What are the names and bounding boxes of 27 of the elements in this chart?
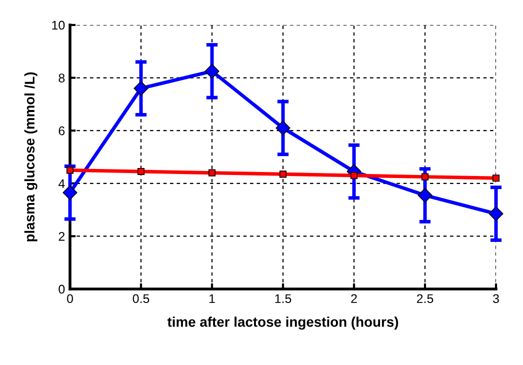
x-tick-label: 1.5: [275, 294, 292, 304]
point: [204, 64, 220, 78]
y-tick-label: 0: [58, 284, 65, 294]
x-tick-label: 2: [351, 294, 357, 303]
point: [66, 166, 74, 174]
x-axis-title: time after lactose ingestion (hours): [167, 316, 398, 330]
x-tick-label: 1: [209, 294, 215, 303]
y-tick-label: 8: [58, 74, 65, 82]
y-tick-label: 10: [52, 20, 65, 30]
point: [276, 120, 290, 136]
x-tick-label: 3: [493, 294, 499, 304]
y-tick-label: 2: [58, 232, 65, 241]
x-tick-label: 0.5: [132, 294, 150, 304]
point: [134, 81, 148, 96]
point: [418, 188, 432, 203]
x-tick-label: 2.5: [416, 294, 434, 304]
point: [421, 173, 429, 180]
point: [279, 170, 287, 178]
y-axis-title: plasma glucose (mmol /L): [24, 72, 38, 242]
y-tick-label: 4: [58, 179, 65, 188]
point: [350, 172, 358, 180]
point: [208, 169, 216, 176]
y-tick-label: 6: [58, 126, 65, 136]
point: [492, 174, 500, 182]
point: [137, 168, 145, 176]
x-tick-label: 0: [67, 294, 73, 304]
point: [488, 206, 504, 222]
